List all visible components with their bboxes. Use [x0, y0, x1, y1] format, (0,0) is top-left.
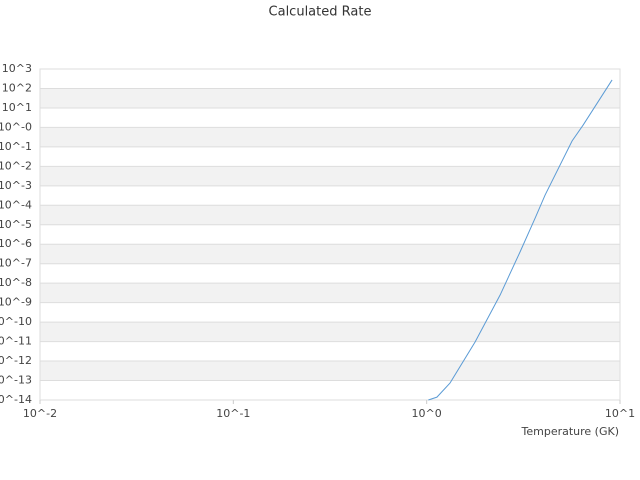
y-tick-label: 10^3: [2, 62, 32, 75]
x-tick-label: 10^0: [412, 407, 442, 420]
chart-title: Calculated Rate: [269, 5, 372, 20]
grid-band: [40, 127, 620, 147]
y-tick-label: 10^-11: [0, 335, 32, 348]
y-tick-label: 10^1: [2, 101, 32, 114]
plot-frame: [39, 68, 621, 401]
y-tick-label: 10^-3: [0, 179, 32, 192]
y-tick-label: 10^-4: [0, 198, 32, 211]
grid-band: [40, 244, 620, 264]
grid-band: [40, 283, 620, 303]
x-tick-label: 10^-2: [23, 407, 57, 420]
x-axis-label: Temperature (GK): [521, 425, 620, 438]
y-tick-label: 10^-6: [0, 237, 32, 250]
x-tick-label: 10^1: [605, 407, 635, 420]
y-tick-label: 10^-7: [0, 257, 32, 270]
y-tick-label: 10^-2: [0, 159, 32, 172]
grid-band: [40, 361, 620, 381]
y-tick-label: 10^-10: [0, 315, 32, 328]
y-tick-label: 10^-14: [0, 393, 32, 406]
y-tick-label: 10^-0: [0, 120, 32, 133]
grid-band: [40, 205, 620, 225]
y-tick-label: 10^2: [2, 81, 32, 94]
y-tick-label: 10^-5: [0, 218, 32, 231]
y-tick-label: 10^-8: [0, 276, 32, 289]
y-tick-label: 10^-1: [0, 140, 32, 153]
data-line: [428, 79, 613, 401]
y-tick-label: 10^-9: [0, 296, 32, 309]
y-tick-label: 10^-12: [0, 354, 32, 367]
grid-band: [40, 322, 620, 342]
x-tick-label: 10^-1: [216, 407, 250, 420]
grid-band: [40, 166, 620, 186]
y-tick-label: 10^-13: [0, 374, 32, 387]
grid-band: [40, 88, 620, 108]
